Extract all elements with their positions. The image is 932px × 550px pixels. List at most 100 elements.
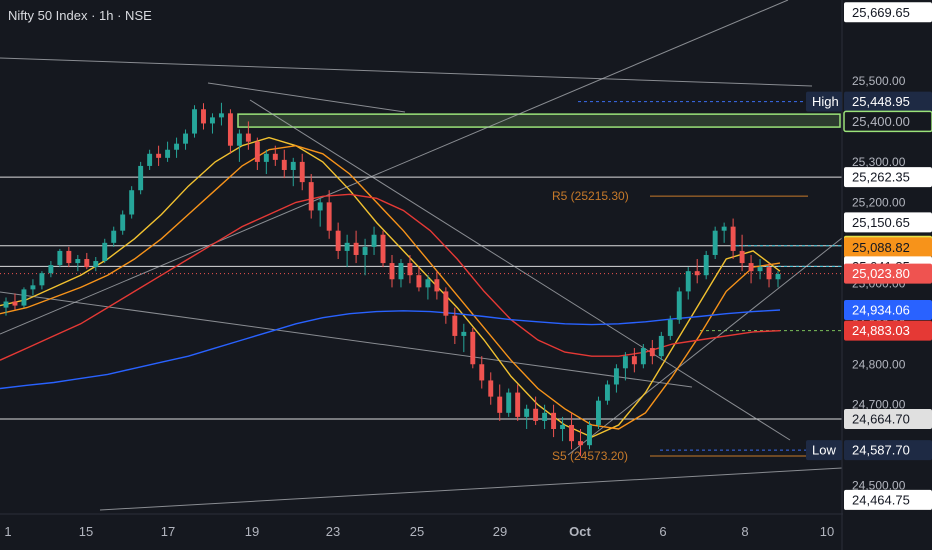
candle [371, 234, 377, 247]
candle [631, 356, 637, 365]
price-label-text: 24,587.70 [852, 443, 910, 458]
candle [497, 396, 503, 413]
resistance-zone [237, 113, 841, 128]
price-label-text: 24,934.06 [852, 302, 910, 317]
candle [120, 214, 126, 231]
price-label-text: 25,150.65 [852, 215, 910, 230]
candle [551, 412, 557, 430]
candle [147, 153, 153, 166]
price-label-text: 25,088.82 [852, 240, 910, 255]
y-tick-label: 25,500.00 [852, 74, 906, 88]
price-label-box [844, 489, 932, 510]
candle [766, 267, 772, 280]
trendline-0 [0, 57, 813, 87]
y-tick-label: 25,200.00 [852, 195, 906, 209]
price-label-box [843, 110, 932, 133]
price-label-text: 25,023.80 [852, 266, 910, 281]
candle [578, 441, 583, 446]
candle [84, 259, 90, 268]
candle [587, 424, 592, 446]
candle [326, 202, 332, 231]
candle [443, 291, 449, 316]
moving-average-ma_fast [0, 136, 781, 438]
candle [281, 159, 287, 170]
candle [335, 230, 341, 251]
candle [658, 335, 664, 357]
candle [604, 384, 610, 401]
candle [613, 368, 619, 385]
candle [569, 424, 574, 442]
candle [227, 113, 233, 146]
y-tick-label: 25,300.00 [852, 155, 906, 169]
candle [57, 250, 63, 266]
candle [649, 348, 655, 357]
candle [488, 380, 494, 397]
candle [192, 109, 197, 134]
candle [667, 319, 673, 336]
x-tick-label: 10 [820, 524, 834, 539]
candle [416, 275, 422, 288]
candle [93, 261, 99, 268]
price-label-text: 24,883.03 [852, 323, 910, 338]
candle [236, 133, 242, 146]
candle [461, 331, 467, 336]
candle [129, 190, 135, 215]
candle [210, 117, 215, 124]
moving-average-ma_long [0, 309, 781, 390]
y-tick-label: 24,700.00 [852, 398, 906, 412]
price-label-text: 24,464.75 [852, 492, 910, 507]
trendline-3 [0, 0, 789, 335]
candle [156, 153, 162, 158]
x-tick-label: 15 [79, 524, 93, 539]
candle [353, 242, 359, 255]
x-tick-label: 6 [659, 524, 666, 539]
candle [434, 279, 440, 292]
trendline-1 [207, 82, 406, 113]
candle [685, 271, 691, 292]
x-tick-label: 1 [4, 524, 11, 539]
candle [138, 165, 144, 191]
price-label-box [844, 2, 932, 23]
candle [712, 230, 718, 255]
trendline-6 [99, 467, 843, 511]
candle [479, 364, 485, 381]
price-label-box [844, 237, 932, 258]
candle [201, 109, 206, 124]
candle [39, 273, 45, 286]
candle [183, 133, 188, 144]
x-tick-label: 29 [493, 524, 507, 539]
candle [389, 263, 395, 280]
candle [730, 226, 736, 251]
price-label-box [844, 263, 932, 284]
candle [75, 259, 81, 264]
candle [66, 250, 72, 264]
price-label-box [844, 320, 932, 341]
y-tick-label: 24,800.00 [852, 357, 906, 371]
candle [12, 301, 18, 306]
price-tag-box [806, 91, 842, 112]
price-label-text: 25,669.65 [852, 5, 910, 20]
candle [542, 412, 548, 421]
price-label-text: 25,262.35 [852, 170, 910, 185]
price-label-box [844, 167, 932, 188]
price-label-text: 24,664.70 [852, 412, 910, 427]
candle [775, 273, 781, 280]
candle [21, 289, 27, 306]
trendline-4 [249, 99, 791, 441]
pivot-label-1: S5 (24573.20) [552, 449, 628, 463]
price-label-box [844, 409, 932, 430]
candle [362, 246, 368, 255]
candle [676, 291, 682, 320]
y-tick-label: 24,500.00 [852, 479, 906, 493]
price-label-box [844, 299, 932, 320]
x-tick-label: 8 [741, 524, 748, 539]
candle [757, 267, 763, 272]
candle [622, 356, 628, 369]
price-label-box [844, 440, 932, 461]
candle [721, 226, 727, 231]
candle [102, 242, 108, 262]
candle [245, 133, 251, 142]
candle [317, 202, 323, 211]
